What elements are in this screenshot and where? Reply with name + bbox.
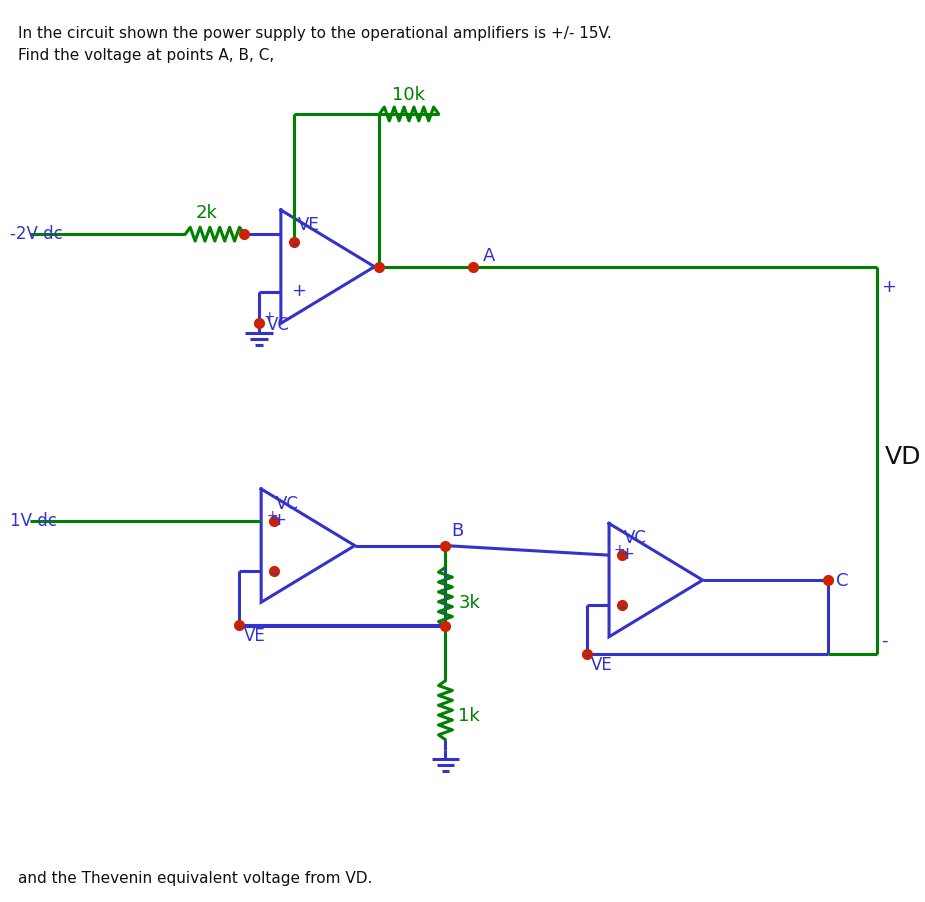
Text: -2V dc: -2V dc (10, 225, 63, 243)
Text: +: + (266, 508, 278, 522)
Text: VD: VD (885, 444, 921, 468)
Text: -: - (619, 597, 625, 615)
Text: +: + (881, 278, 896, 296)
Text: +: + (290, 281, 306, 299)
Text: 1V dc: 1V dc (10, 511, 56, 529)
Text: A: A (483, 246, 495, 264)
Text: VE: VE (591, 656, 613, 674)
Text: +: + (619, 545, 634, 563)
Text: VE: VE (298, 216, 319, 234)
Text: +: + (614, 543, 625, 557)
Text: and the Thevenin equivalent voltage from VD.: and the Thevenin equivalent voltage from… (18, 870, 372, 885)
Text: Find the voltage at points A, B, C,: Find the voltage at points A, B, C, (18, 48, 274, 63)
Text: 1k: 1k (458, 706, 480, 724)
Text: +: + (263, 310, 275, 324)
Text: 10k: 10k (392, 86, 426, 104)
Text: 2k: 2k (196, 204, 218, 222)
Text: C: C (835, 572, 848, 589)
Text: VC: VC (267, 316, 290, 334)
Text: VE: VE (243, 626, 265, 644)
Text: VC: VC (623, 529, 647, 547)
Text: In the circuit shown the power supply to the operational amplifiers is +/- 15V.: In the circuit shown the power supply to… (18, 26, 611, 41)
Text: -: - (881, 630, 888, 649)
Text: +: + (271, 511, 286, 528)
Text: 3k: 3k (458, 594, 480, 611)
Text: B: B (451, 521, 463, 539)
Text: VC: VC (276, 494, 299, 512)
Text: -: - (290, 235, 297, 253)
Text: -: - (586, 649, 590, 664)
Text: -: - (238, 620, 242, 634)
Text: -: - (271, 563, 278, 581)
